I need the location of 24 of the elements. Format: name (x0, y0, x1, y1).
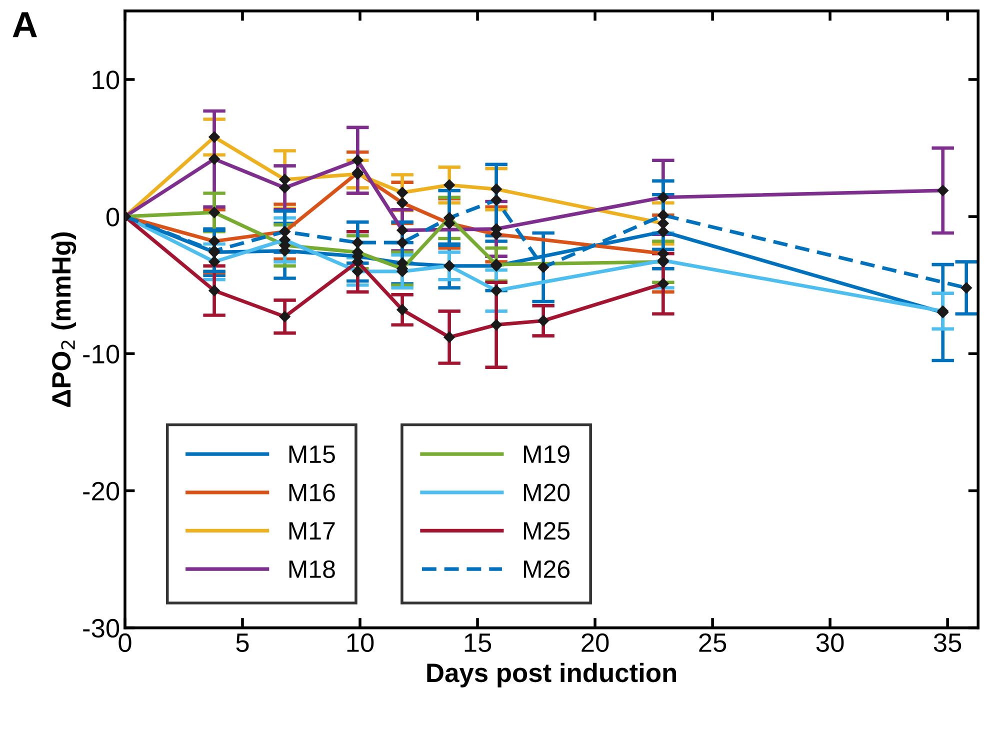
x-tick-label: 35 (934, 633, 962, 652)
legend-label: M17 (289, 522, 335, 540)
legend-label: M20 (524, 484, 570, 502)
y-tick-label: -30 (83, 618, 120, 638)
legend-label: M15 (289, 446, 335, 464)
y-tick-label: 0 (106, 208, 120, 226)
x-tick-label: 0 (118, 633, 132, 652)
x-tick-label: 15 (464, 634, 492, 652)
x-tick-label: 25 (699, 633, 726, 652)
x-tick-label: 10 (347, 633, 374, 652)
legend-label: M25 (524, 522, 570, 540)
y-tick-label: 10 (92, 70, 120, 90)
legend-label: M18 (289, 560, 335, 578)
y-tick-label: -20 (83, 482, 120, 501)
text: A (12, 12, 37, 38)
legend-label: M16 (289, 484, 335, 502)
legend-label: M26 (524, 560, 570, 578)
x-tick-label: 30 (816, 633, 844, 652)
legend-label: M19 (524, 445, 570, 464)
y-tick-label: -10 (83, 344, 120, 364)
x-tick-label: 5 (236, 634, 249, 652)
x-tick-label: 20 (582, 633, 609, 652)
x-axis-title: Days post induction (427, 662, 676, 688)
y-axis-title: ΔPO$_{2}$ (mmHg) (51, 232, 76, 407)
